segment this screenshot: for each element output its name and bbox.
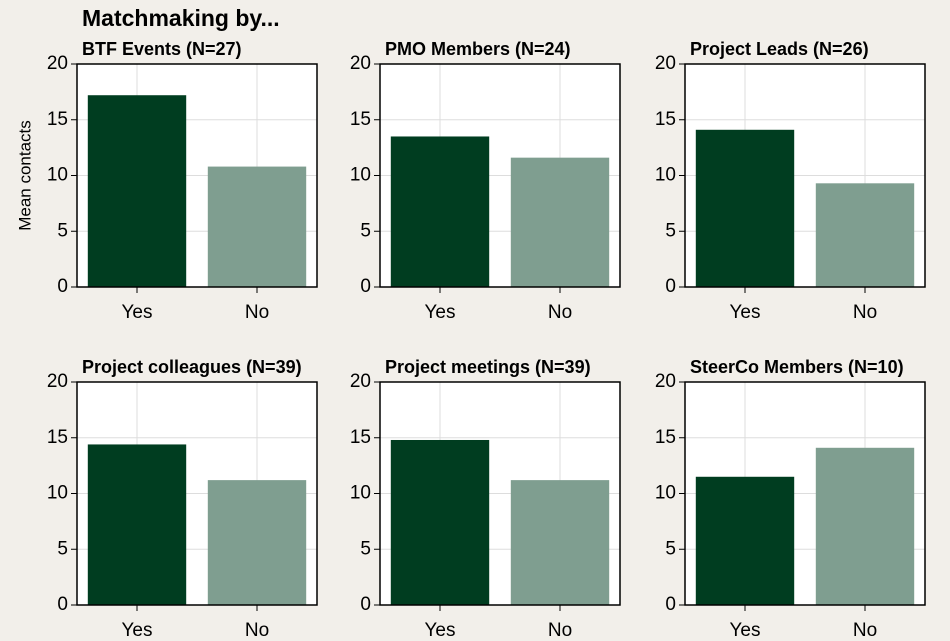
y-tick-label: 5 xyxy=(57,538,68,559)
bar xyxy=(510,157,610,287)
bar xyxy=(390,439,490,605)
bar xyxy=(815,447,915,605)
x-tick-label: No xyxy=(548,302,572,323)
y-tick-label: 10 xyxy=(350,165,371,186)
bar xyxy=(87,95,187,287)
y-axis-label: Mean contacts xyxy=(15,120,34,231)
y-tick-label: 0 xyxy=(360,594,371,615)
bar xyxy=(390,136,490,287)
y-tick-label: 0 xyxy=(665,276,676,297)
x-tick-label: No xyxy=(853,620,877,641)
x-tick-label: Yes xyxy=(425,302,456,323)
x-tick-label: No xyxy=(548,620,572,641)
y-tick-label: 0 xyxy=(57,594,68,615)
x-tick-label: No xyxy=(245,620,269,641)
panel-title: Project colleagues (N=39) xyxy=(82,357,302,377)
bar xyxy=(207,166,307,287)
x-tick-label: Yes xyxy=(730,620,761,641)
bar xyxy=(695,476,795,605)
panel-title: SteerCo Members (N=10) xyxy=(690,357,904,377)
x-tick-label: No xyxy=(245,302,269,323)
y-tick-label: 10 xyxy=(47,483,68,504)
plot-frame xyxy=(379,63,621,288)
y-tick-label: 5 xyxy=(57,220,68,241)
x-tick-label: No xyxy=(853,302,877,323)
y-tick-label: 15 xyxy=(350,109,371,130)
y-tick-label: 10 xyxy=(350,483,371,504)
plot-frame xyxy=(76,381,318,606)
y-tick-label: 5 xyxy=(360,538,371,559)
y-tick-label: 15 xyxy=(47,109,68,130)
y-tick-label: 5 xyxy=(665,220,676,241)
y-tick-label: 20 xyxy=(655,53,676,74)
y-tick-label: 15 xyxy=(655,427,676,448)
y-tick-label: 5 xyxy=(665,538,676,559)
panel-title: Project Leads (N=26) xyxy=(690,39,869,59)
bar xyxy=(207,480,307,605)
y-tick-label: 15 xyxy=(655,109,676,130)
y-tick-label: 5 xyxy=(360,220,371,241)
y-tick-label: 20 xyxy=(47,371,68,392)
panel-title: PMO Members (N=24) xyxy=(385,39,571,59)
y-tick-label: 0 xyxy=(360,276,371,297)
plot-frame xyxy=(76,63,318,288)
y-tick-label: 10 xyxy=(47,165,68,186)
bar xyxy=(695,129,795,287)
bar xyxy=(815,183,915,287)
y-tick-label: 0 xyxy=(57,276,68,297)
y-tick-label: 10 xyxy=(655,165,676,186)
bar xyxy=(510,480,610,605)
x-tick-label: Yes xyxy=(425,620,456,641)
y-tick-label: 15 xyxy=(47,427,68,448)
y-tick-label: 20 xyxy=(655,371,676,392)
y-tick-label: 15 xyxy=(350,427,371,448)
y-tick-label: 0 xyxy=(665,594,676,615)
y-tick-label: 20 xyxy=(350,371,371,392)
y-tick-label: 20 xyxy=(47,53,68,74)
panel-title: Project meetings (N=39) xyxy=(385,357,591,377)
plot-frame xyxy=(684,381,926,606)
panel-title: BTF Events (N=27) xyxy=(82,39,242,59)
bar xyxy=(87,444,187,605)
x-tick-label: Yes xyxy=(122,302,153,323)
x-tick-label: Yes xyxy=(730,302,761,323)
plot-frame xyxy=(684,63,926,288)
y-tick-label: 20 xyxy=(350,53,371,74)
plot-frame xyxy=(379,381,621,606)
x-tick-label: Yes xyxy=(122,620,153,641)
y-tick-label: 10 xyxy=(655,483,676,504)
figure-title: Matchmaking by... xyxy=(82,5,280,31)
